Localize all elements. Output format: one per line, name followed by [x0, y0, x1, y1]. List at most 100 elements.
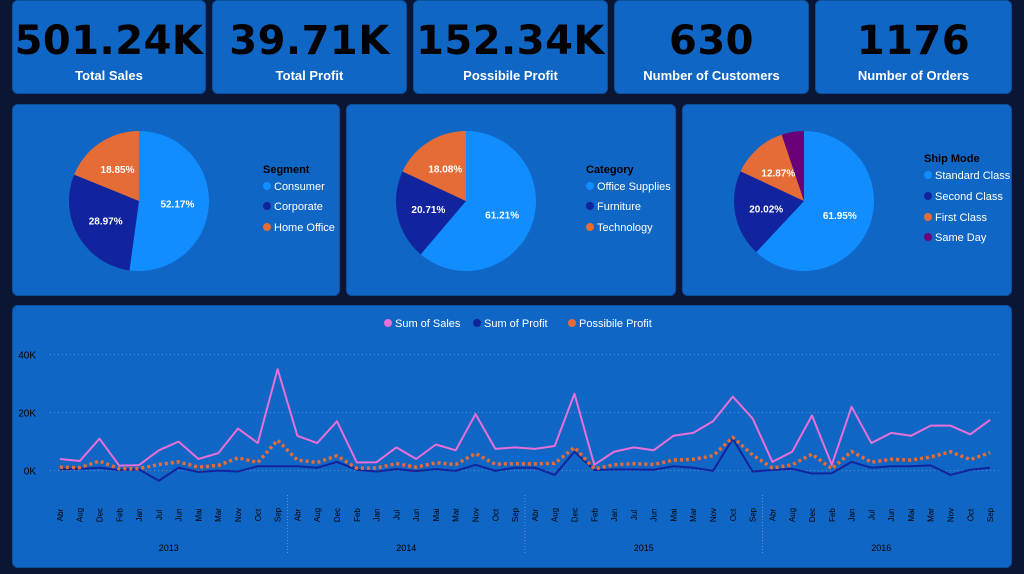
- x-tick-label: Jan: [373, 509, 382, 522]
- x-tick-label: Aug: [313, 508, 322, 522]
- year-label: 2015: [634, 543, 654, 553]
- legend-dot: [384, 319, 392, 327]
- year-label: 2014: [396, 543, 416, 553]
- pie-data-label: 12.87%: [761, 168, 795, 179]
- x-tick-label: Dec: [808, 508, 817, 522]
- legend-item-furniture[interactable]: Furniture: [586, 201, 641, 213]
- pie-slice-second-class[interactable]: [734, 171, 804, 253]
- kpi-card-number-of-customers: 630 Number of Customers: [614, 0, 809, 94]
- kpi-value: 630: [669, 18, 754, 64]
- legend-title: Ship Mode: [924, 153, 980, 165]
- y-tick-label: 40K: [18, 351, 36, 362]
- pie-slice-standard-class[interactable]: [756, 131, 874, 271]
- x-tick-label: Nov: [947, 508, 956, 522]
- pie-data-label: 20.02%: [749, 204, 783, 215]
- legend-item-first-class[interactable]: First Class: [924, 212, 987, 224]
- legend-dot: [924, 213, 932, 221]
- x-tick-label: Feb: [828, 508, 837, 522]
- legend-dot: [263, 223, 271, 231]
- legend-label: Office Supplies: [597, 181, 671, 193]
- pie-slice-furniture[interactable]: [396, 171, 466, 255]
- pie-chart-segment[interactable]: 52.17% 28.97% 18.85%: [64, 126, 214, 276]
- x-tick-label: Oct: [254, 508, 263, 521]
- x-tick-label: Jan: [848, 509, 857, 522]
- x-tick-label: Mai: [432, 508, 441, 521]
- x-tick-label: Jun: [887, 509, 896, 522]
- legend-dot: [586, 202, 594, 210]
- x-tick-label: Sep: [986, 507, 995, 522]
- x-tick-label: Oct: [966, 508, 975, 521]
- kpi-label: Number of Customers: [643, 68, 780, 83]
- legend-item-possibile-profit[interactable]: Possibile Profit: [568, 318, 652, 330]
- legend-item-sum-of-sales[interactable]: Sum of Sales: [384, 318, 461, 330]
- x-tick-label: Sep: [749, 507, 758, 522]
- pie-slice-first-class[interactable]: [740, 134, 804, 201]
- legend-label: Technology: [597, 222, 653, 234]
- legend-dot: [924, 192, 932, 200]
- legend-item-same-day[interactable]: Same Day: [924, 232, 986, 244]
- legend-title: Segment: [263, 164, 310, 176]
- pie-data-label: 61.95%: [823, 211, 857, 222]
- x-tick-label: Aug: [76, 508, 85, 522]
- legend-dot: [924, 233, 932, 241]
- pie-slice-corporate[interactable]: [68, 174, 139, 271]
- x-tick-label: Abr: [531, 508, 540, 521]
- x-tick-label: Feb: [115, 508, 124, 522]
- x-tick-label: Jul: [630, 510, 639, 520]
- kpi-label: Total Profit: [275, 68, 344, 83]
- kpi-value: 152.34K: [416, 18, 605, 64]
- kpi-label: Possibile Profit: [463, 68, 558, 83]
- x-tick-label: Nov: [472, 508, 481, 522]
- legend-item-sum-of-profit[interactable]: Sum of Profit: [473, 318, 548, 330]
- series-line-possibile-profit[interactable]: [59, 435, 991, 471]
- x-tick-label: Aug: [551, 508, 560, 522]
- kpi-value: 501.24K: [14, 18, 204, 64]
- x-tick-label: Jul: [155, 510, 164, 520]
- legend-label: Sum of Sales: [395, 318, 461, 330]
- x-tick-label: Sep: [274, 507, 283, 522]
- legend-item-corporate[interactable]: Corporate: [263, 201, 323, 213]
- kpi-label: Total Sales: [75, 68, 143, 83]
- pie-slice-technology[interactable]: [402, 131, 466, 201]
- pie-chart-category[interactable]: 61.21% 20.71% 18.08%: [391, 126, 541, 276]
- legend-dot: [586, 223, 594, 231]
- series-line-sum-of-sales[interactable]: [59, 368, 991, 467]
- x-tick-label: Jun: [650, 509, 659, 522]
- pie-slice-home-office[interactable]: [74, 131, 139, 201]
- kpi-card-possible-profit: 152.34K Possibile Profit: [413, 0, 608, 94]
- legend-item-second-class[interactable]: Second Class: [924, 191, 1003, 203]
- pie-chart-ship-mode[interactable]: 61.95% 20.02% 12.87%: [729, 126, 879, 276]
- x-tick-label: Jul: [867, 510, 876, 520]
- pie-data-label: 52.17%: [160, 200, 194, 211]
- x-tick-label: Jan: [135, 509, 144, 522]
- x-tick-label: Feb: [353, 508, 362, 522]
- x-tick-label: Mai: [194, 508, 203, 521]
- pie-data-label: 18.85%: [101, 165, 135, 176]
- legend-item-office-supplies[interactable]: Office Supplies: [586, 181, 671, 193]
- x-tick-label: Abr: [56, 508, 65, 521]
- x-tick-label: Dec: [95, 508, 104, 522]
- legend-label: Possibile Profit: [579, 318, 652, 330]
- legend-item-home-office[interactable]: Home Office: [263, 222, 335, 234]
- legend-label: Second Class: [935, 191, 1003, 203]
- legend-dot: [263, 182, 271, 190]
- x-tick-label: Mai: [907, 508, 916, 521]
- x-tick-label: Sep: [511, 507, 520, 522]
- pie-card-category: 61.21% 20.71% 18.08% Category Office Suppl…: [346, 104, 676, 296]
- y-tick-label: 0K: [24, 467, 37, 478]
- legend-item-standard-class[interactable]: Standard Class: [924, 170, 1010, 182]
- year-label: 2013: [159, 543, 179, 553]
- legend-item-technology[interactable]: Technology: [586, 222, 653, 234]
- pie-slice-same-day[interactable]: [781, 131, 804, 201]
- legend-item-consumer[interactable]: Consumer: [263, 181, 325, 193]
- pie-slice-consumer[interactable]: [129, 131, 209, 271]
- line-chart-sales-profit[interactable]: 0K 20K 40K Sum of Sales Sum of Profit Possibi…: [12, 305, 1012, 568]
- pie-card-ship-mode: 61.95% 20.02% 12.87% Ship Mode Standard Cl…: [682, 104, 1012, 296]
- x-tick-label: Mar: [689, 508, 698, 522]
- legend-label: Consumer: [274, 181, 325, 193]
- kpi-value: 39.71K: [229, 18, 390, 64]
- pie-card-segment: 52.17% 28.97% 18.85% Segment Consumer Corp…: [12, 104, 340, 296]
- series-line-sum-of-profit[interactable]: [59, 437, 991, 482]
- x-tick-label: Abr: [768, 508, 777, 521]
- pie-slice-office-supplies[interactable]: [420, 131, 536, 271]
